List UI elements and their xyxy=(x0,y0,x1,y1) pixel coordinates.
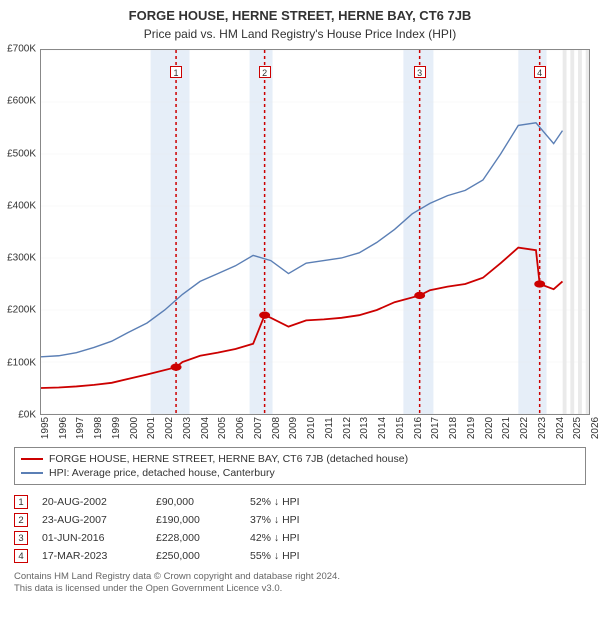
y-tick: £400K xyxy=(7,200,36,211)
legend-swatch xyxy=(21,458,43,460)
x-tick: 2006 xyxy=(235,417,246,439)
footer-attribution: Contains HM Land Registry data © Crown c… xyxy=(14,571,586,596)
x-tick: 2017 xyxy=(430,417,441,439)
x-tick: 2002 xyxy=(164,417,175,439)
legend-label: FORGE HOUSE, HERNE STREET, HERNE BAY, CT… xyxy=(49,453,408,465)
x-tick: 2000 xyxy=(129,417,140,439)
sales-table: 1 20-AUG-2002 £90,000 52% ↓ HPI 2 23-AUG-2007… xyxy=(14,493,586,565)
x-tick: 2008 xyxy=(271,417,282,439)
legend-item: HPI: Average price, detached house, Cant… xyxy=(21,466,579,480)
x-tick: 2020 xyxy=(484,417,495,439)
legend-item: FORGE HOUSE, HERNE STREET, HERNE BAY, CT… xyxy=(21,452,579,466)
sale-row: 4 17-MAR-2023 £250,000 55% ↓ HPI xyxy=(14,547,586,565)
x-tick: 1999 xyxy=(111,417,122,439)
x-tick: 2016 xyxy=(413,417,424,439)
x-tick: 2014 xyxy=(377,417,388,439)
sale-delta: 55% ↓ HPI xyxy=(250,550,350,562)
legend-swatch xyxy=(21,472,43,474)
x-tick: 2015 xyxy=(395,417,406,439)
event-marker-4: 4 xyxy=(534,66,546,78)
sale-delta: 52% ↓ HPI xyxy=(250,496,350,508)
x-tick: 2019 xyxy=(466,417,477,439)
x-tick: 2011 xyxy=(324,417,335,439)
x-tick: 2004 xyxy=(200,417,211,439)
sale-price: £250,000 xyxy=(156,550,236,562)
sale-date: 23-AUG-2007 xyxy=(42,514,142,526)
x-tick: 2003 xyxy=(182,417,193,439)
sale-date: 17-MAR-2023 xyxy=(42,550,142,562)
sale-row: 2 23-AUG-2007 £190,000 37% ↓ HPI xyxy=(14,511,586,529)
sale-price: £190,000 xyxy=(156,514,236,526)
legend-label: HPI: Average price, detached house, Cant… xyxy=(49,467,275,479)
x-tick: 2022 xyxy=(519,417,530,439)
x-tick: 1995 xyxy=(40,417,51,439)
plot-area: 1 2 3 4 xyxy=(40,49,590,415)
x-tick: 2012 xyxy=(342,417,353,439)
x-tick: 2024 xyxy=(555,417,566,439)
sale-marker-box: 2 xyxy=(14,513,28,527)
y-tick: £700K xyxy=(7,44,36,55)
y-tick: £0K xyxy=(18,410,36,421)
sale-delta: 37% ↓ HPI xyxy=(250,514,350,526)
y-tick: £300K xyxy=(7,253,36,264)
page-title: FORGE HOUSE, HERNE STREET, HERNE BAY, CT… xyxy=(10,8,590,23)
x-tick: 1998 xyxy=(93,417,104,439)
sale-row: 1 20-AUG-2002 £90,000 52% ↓ HPI xyxy=(14,493,586,511)
x-tick: 2026 xyxy=(590,417,600,439)
event-marker-3: 3 xyxy=(414,66,426,78)
sale-marker-box: 3 xyxy=(14,531,28,545)
x-tick: 2005 xyxy=(217,417,228,439)
x-tick: 2025 xyxy=(572,417,583,439)
plot-svg xyxy=(41,50,589,414)
legend: FORGE HOUSE, HERNE STREET, HERNE BAY, CT… xyxy=(14,447,586,485)
x-tick: 2010 xyxy=(306,417,317,439)
x-tick: 2021 xyxy=(501,417,512,439)
sale-price: £90,000 xyxy=(156,496,236,508)
footer-line-2: This data is licensed under the Open Gov… xyxy=(14,583,586,595)
sale-delta: 42% ↓ HPI xyxy=(250,532,350,544)
y-tick: £600K xyxy=(7,96,36,107)
footer-line-1: Contains HM Land Registry data © Crown c… xyxy=(14,571,586,583)
sale-row: 3 01-JUN-2016 £228,000 42% ↓ HPI xyxy=(14,529,586,547)
sale-marker-box: 1 xyxy=(14,495,28,509)
x-tick: 2001 xyxy=(146,417,157,439)
x-tick: 2009 xyxy=(288,417,299,439)
event-marker-1: 1 xyxy=(170,66,182,78)
x-tick: 2013 xyxy=(359,417,370,439)
price-chart: £0K£100K£200K£300K£400K£500K£600K£700K 1… xyxy=(40,49,590,439)
x-tick: 1996 xyxy=(58,417,69,439)
sale-date: 01-JUN-2016 xyxy=(42,532,142,544)
x-tick: 1997 xyxy=(75,417,86,439)
y-tick: £100K xyxy=(7,357,36,368)
y-tick: £200K xyxy=(7,305,36,316)
x-tick: 2007 xyxy=(253,417,264,439)
y-tick: £500K xyxy=(7,148,36,159)
event-marker-2: 2 xyxy=(259,66,271,78)
sale-date: 20-AUG-2002 xyxy=(42,496,142,508)
sale-price: £228,000 xyxy=(156,532,236,544)
x-tick: 2018 xyxy=(448,417,459,439)
sale-marker-box: 4 xyxy=(14,549,28,563)
x-tick: 2023 xyxy=(537,417,548,439)
x-axis: 1995 1996 1997 1998 1999 2000 2001 2002 2003 2004… xyxy=(40,415,590,439)
page-subtitle: Price paid vs. HM Land Registry's House … xyxy=(10,27,590,41)
y-axis: £0K£100K£200K£300K£400K£500K£600K£700K xyxy=(2,49,38,415)
